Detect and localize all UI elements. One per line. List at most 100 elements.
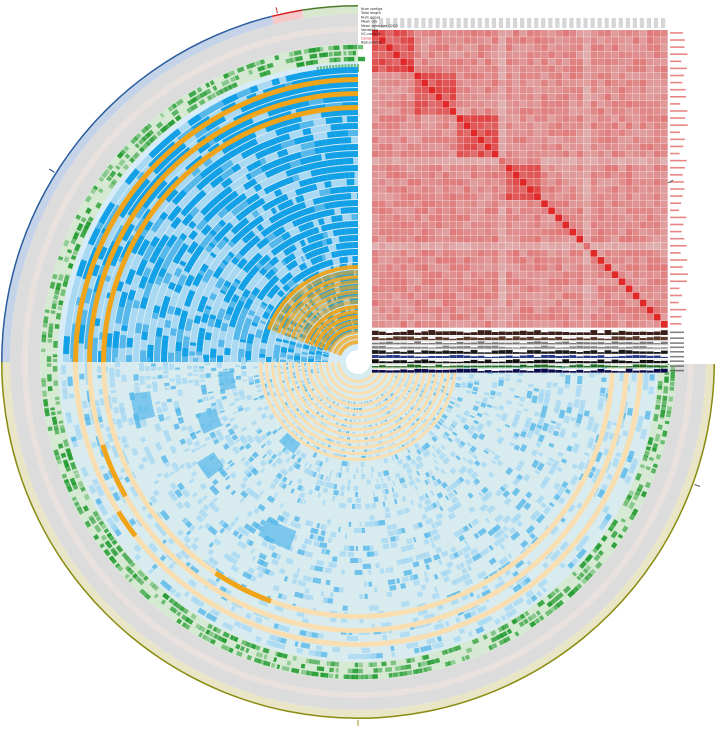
coverage-speck <box>423 443 429 449</box>
coverage-speck <box>444 456 451 464</box>
matrix-cell <box>590 115 598 122</box>
green-bar <box>93 524 102 533</box>
matrix-cell <box>463 79 471 87</box>
coverage-cell <box>305 228 315 237</box>
green-bar <box>644 481 652 489</box>
matrix-cell <box>548 249 555 257</box>
matrix-cell <box>597 58 605 66</box>
coverage-cell <box>217 339 225 348</box>
matrix-cell <box>590 249 598 257</box>
coverage-cell <box>197 331 205 340</box>
coverage-speck <box>360 461 365 467</box>
coverage-speck <box>123 443 130 449</box>
coverage-speck <box>398 477 406 484</box>
coverage-speck <box>353 485 358 491</box>
coverage-cell <box>254 149 269 160</box>
coverage-speck <box>319 474 324 480</box>
green-bar <box>134 143 140 149</box>
coverage-speck <box>380 477 384 483</box>
coverage-cell <box>312 263 322 272</box>
matrix-cell <box>421 37 429 44</box>
matrix-cell <box>534 242 541 250</box>
matrix-cell <box>442 257 450 264</box>
coverage-speck <box>333 489 340 496</box>
matrix-cell <box>400 108 407 115</box>
coverage-speck <box>407 448 411 454</box>
coverage-cell <box>181 213 194 227</box>
matrix-cell <box>449 37 457 44</box>
coverage-speck <box>218 585 227 594</box>
matrix-cell <box>456 242 464 250</box>
coverage-speck <box>474 379 480 383</box>
matrix-cell <box>512 37 520 44</box>
coverage-cell <box>124 168 141 186</box>
coverage-speck <box>201 443 208 448</box>
matrix-cell <box>463 235 471 243</box>
coverage-speck <box>486 404 493 409</box>
coverage-cell <box>251 209 260 218</box>
matrix-cell <box>639 179 647 186</box>
green-bar <box>335 667 339 673</box>
coverage-speck <box>189 432 196 437</box>
coverage-speck <box>382 634 388 640</box>
coverage-cell <box>246 163 255 172</box>
coverage-speck <box>307 489 314 496</box>
matrix-cell <box>449 207 457 215</box>
coverage-cell <box>252 314 261 324</box>
coverage-cell <box>162 335 169 340</box>
matrix-cell <box>414 86 422 94</box>
matrix-col-label <box>491 18 497 28</box>
matrix-cell <box>421 58 429 66</box>
coverage-cell <box>271 266 279 274</box>
green-bar <box>48 327 54 334</box>
coverage-cell <box>282 247 292 256</box>
matrix-cell <box>555 100 562 108</box>
green-bar <box>253 657 262 664</box>
matrix-cell <box>512 242 520 250</box>
coverage-speck <box>467 382 473 389</box>
coverage-speck <box>83 413 90 421</box>
coverage-speck <box>141 456 149 463</box>
matrix-cell <box>555 249 562 257</box>
matrix-cell <box>632 44 640 51</box>
coverage-cell <box>221 259 229 266</box>
matrix-cell <box>456 72 464 80</box>
green-bar <box>220 637 228 644</box>
coverage-speck <box>139 362 145 372</box>
coverage-cell <box>161 355 168 362</box>
matrix-cell <box>660 129 668 137</box>
matrix-cell <box>597 271 605 279</box>
matrix-cell <box>660 271 668 279</box>
coverage-cell <box>301 356 308 359</box>
coverage-speck <box>468 631 474 638</box>
coverage-speck <box>576 548 587 560</box>
matrix-cell <box>611 179 619 186</box>
matrix-cell <box>393 115 400 122</box>
green-bar <box>104 539 110 545</box>
green-bar <box>235 643 241 650</box>
matrix-cell <box>428 65 436 73</box>
matrix-cell <box>414 171 422 179</box>
matrix-cell <box>470 207 478 215</box>
matrix-cell <box>590 30 598 37</box>
coverage-cell <box>279 193 289 203</box>
green-bar <box>347 668 354 674</box>
matrix-col-label <box>597 18 602 28</box>
coverage-speck <box>516 378 523 383</box>
coverage-cell <box>226 288 235 298</box>
matrix-cell <box>477 242 485 250</box>
matrix-cell <box>512 257 520 264</box>
matrix-cell <box>407 115 414 122</box>
coverage-speck <box>340 490 345 497</box>
green-bar <box>326 661 330 666</box>
coverage-cell <box>329 186 341 195</box>
coverage-speck <box>624 475 632 485</box>
green-bar <box>524 610 530 617</box>
matrix-cell <box>625 122 633 130</box>
matrix-cell <box>653 193 661 200</box>
matrix-cell <box>576 164 584 172</box>
matrix-cell <box>470 235 478 243</box>
coverage-speck <box>579 399 586 410</box>
coverage-speck <box>518 460 525 467</box>
green-bar <box>312 671 319 677</box>
